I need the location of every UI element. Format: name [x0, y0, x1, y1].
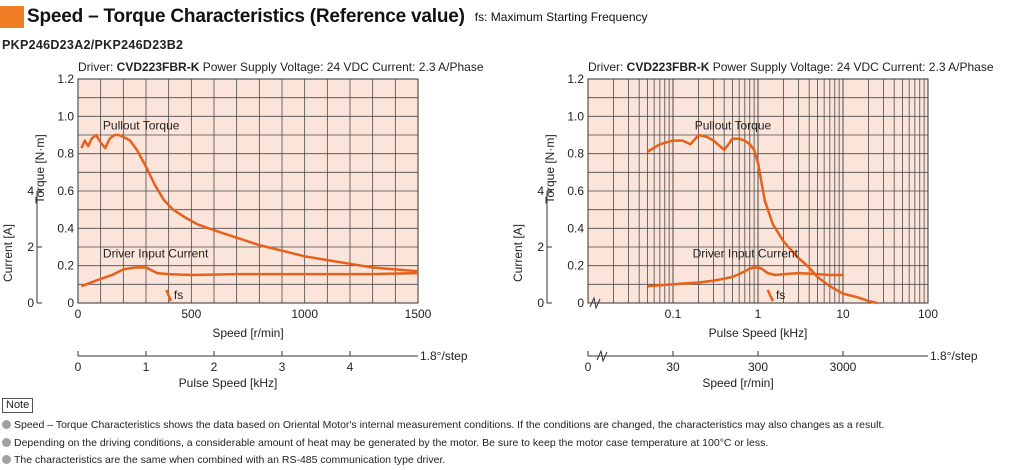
driver-label: Driver:: [78, 60, 117, 74]
secondary-tick-label: 1: [143, 360, 150, 374]
chart-title: Driver: CVD223FBR-K Power Supply Voltage…: [588, 60, 994, 74]
secondary-tick-label: 30: [666, 360, 680, 374]
bullet-icon: [2, 420, 11, 429]
y-tick-label: 0.4: [567, 221, 584, 235]
y-axis-label: Torque [N·m]: [33, 134, 47, 203]
pullout-torque-line: [80, 133, 418, 273]
axis-break-symbol: [596, 349, 608, 363]
notes-section: Note Speed – Torque Characteristics show…: [2, 398, 884, 470]
series-label-driver-input-current: Driver Input Current: [103, 246, 209, 260]
x-tick-label: 1: [755, 307, 762, 321]
note-item-1: Speed – Torque Characteristics shows the…: [2, 417, 884, 435]
driver-label: Driver:: [588, 60, 627, 74]
secondary-tick-label: 300: [748, 360, 768, 374]
step-angle-label: 1.8°/step: [930, 349, 978, 363]
current-tick-label: 0: [27, 296, 34, 310]
current-axis-label: Current [A]: [1, 224, 15, 282]
secondary-axis-label: Speed [r/min]: [702, 376, 773, 390]
secondary-tick-label: 2: [211, 360, 218, 374]
secondary-tick-label: 0: [75, 360, 82, 374]
plot-frame: [587, 78, 929, 304]
x-tick-label: 0.1: [665, 307, 682, 321]
x-tick-label: 10: [836, 307, 850, 321]
y-tick-label: 0: [67, 296, 74, 310]
x-tick-label: 1500: [405, 307, 432, 321]
fs-marker: [766, 289, 775, 302]
y-tick-label: 0.2: [57, 259, 74, 273]
chart-log: Driver: CVD223FBR-K Power Supply Voltage…: [511, 60, 994, 390]
current-tick-label: 4: [27, 184, 34, 198]
y-tick-label: 0.8: [57, 147, 74, 161]
driver-input-current-line: [647, 266, 843, 288]
axis-break-symbol: [589, 296, 601, 310]
driver-input-current-line: [80, 266, 418, 288]
y-tick-label: 1.0: [57, 109, 74, 123]
y-axis-label: Torque [N·m]: [543, 134, 557, 203]
x-tick-label: 1000: [291, 307, 318, 321]
current-tick-label: 0: [537, 296, 544, 310]
pullout-torque-line: [646, 133, 878, 305]
current-tick-label: 2: [27, 240, 34, 254]
y-tick-label: 0.2: [567, 259, 584, 273]
note-item-3: The characteristics are the same when co…: [2, 452, 884, 470]
step-angle-label: 1.8°/step: [420, 349, 468, 363]
model-name: PKP246D23A2/PKP246D23B2: [2, 38, 184, 52]
title-rest: Power Supply Voltage: 24 VDC Current: 2.…: [709, 60, 993, 74]
y-tick-label: 0.4: [57, 221, 74, 235]
y-tick-label: 0.6: [57, 184, 74, 198]
series-label-pullout-torque: Pullout Torque: [695, 118, 772, 132]
title-rest: Power Supply Voltage: 24 VDC Current: 2.…: [199, 60, 483, 74]
note-tag: Note: [2, 398, 34, 413]
section-subtitle: fs: Maximum Starting Frequency: [474, 10, 648, 24]
bullet-icon: [2, 455, 11, 464]
secondary-axis-label: Pulse Speed [kHz]: [179, 376, 278, 390]
y-tick-label: 0: [577, 296, 584, 310]
secondary-tick-label: 4: [347, 360, 354, 374]
x-tick-label: 500: [181, 307, 201, 321]
current-axis-label: Current [A]: [511, 224, 525, 282]
driver-model: CVD223FBR-K: [117, 60, 200, 74]
chart-title: Driver: CVD223FBR-K Power Supply Voltage…: [78, 60, 484, 74]
note-item-2: Depending on the driving conditions, a c…: [2, 435, 884, 453]
secondary-tick-label: 3: [279, 360, 286, 374]
y-tick-label: 1.2: [567, 72, 584, 86]
x-axis-label: Pulse Speed [kHz]: [709, 326, 808, 340]
fs-marker: [165, 289, 173, 302]
y-tick-label: 1.0: [567, 109, 584, 123]
note-text: Speed – Torque Characteristics shows the…: [14, 419, 885, 431]
secondary-tick-label: 3000: [830, 360, 857, 374]
note-text: The characteristics are the same when co…: [14, 454, 446, 466]
x-axis-label: Speed [r/min]: [212, 326, 283, 340]
current-tick-label: 4: [537, 184, 544, 198]
chart-linear: Driver: CVD223FBR-K Power Supply Voltage…: [1, 60, 484, 390]
series-label-driver-input-current: Driver Input Current: [693, 246, 799, 260]
plot-frame: [77, 78, 419, 304]
y-tick-label: 1.2: [57, 72, 74, 86]
x-tick-label: 100: [918, 307, 938, 321]
orange-square-icon: [0, 6, 24, 28]
bullet-icon: [2, 437, 11, 447]
y-tick-label: 0.8: [567, 147, 584, 161]
current-tick-label: 2: [537, 240, 544, 254]
driver-model: CVD223FBR-K: [627, 60, 710, 74]
section-header: Speed – Torque Characteristics (Referenc…: [0, 4, 648, 30]
section-title: Speed – Torque Characteristics (Referenc…: [27, 6, 465, 27]
secondary-tick-label: 0: [585, 360, 592, 374]
note-text: Depending on the driving conditions, a c…: [14, 436, 769, 449]
y-tick-label: 0.6: [567, 184, 584, 198]
fs-label: fs: [776, 288, 785, 302]
fs-label: fs: [174, 288, 183, 302]
series-label-pullout-torque: Pullout Torque: [103, 118, 180, 132]
x-tick-label: 0: [75, 307, 82, 321]
